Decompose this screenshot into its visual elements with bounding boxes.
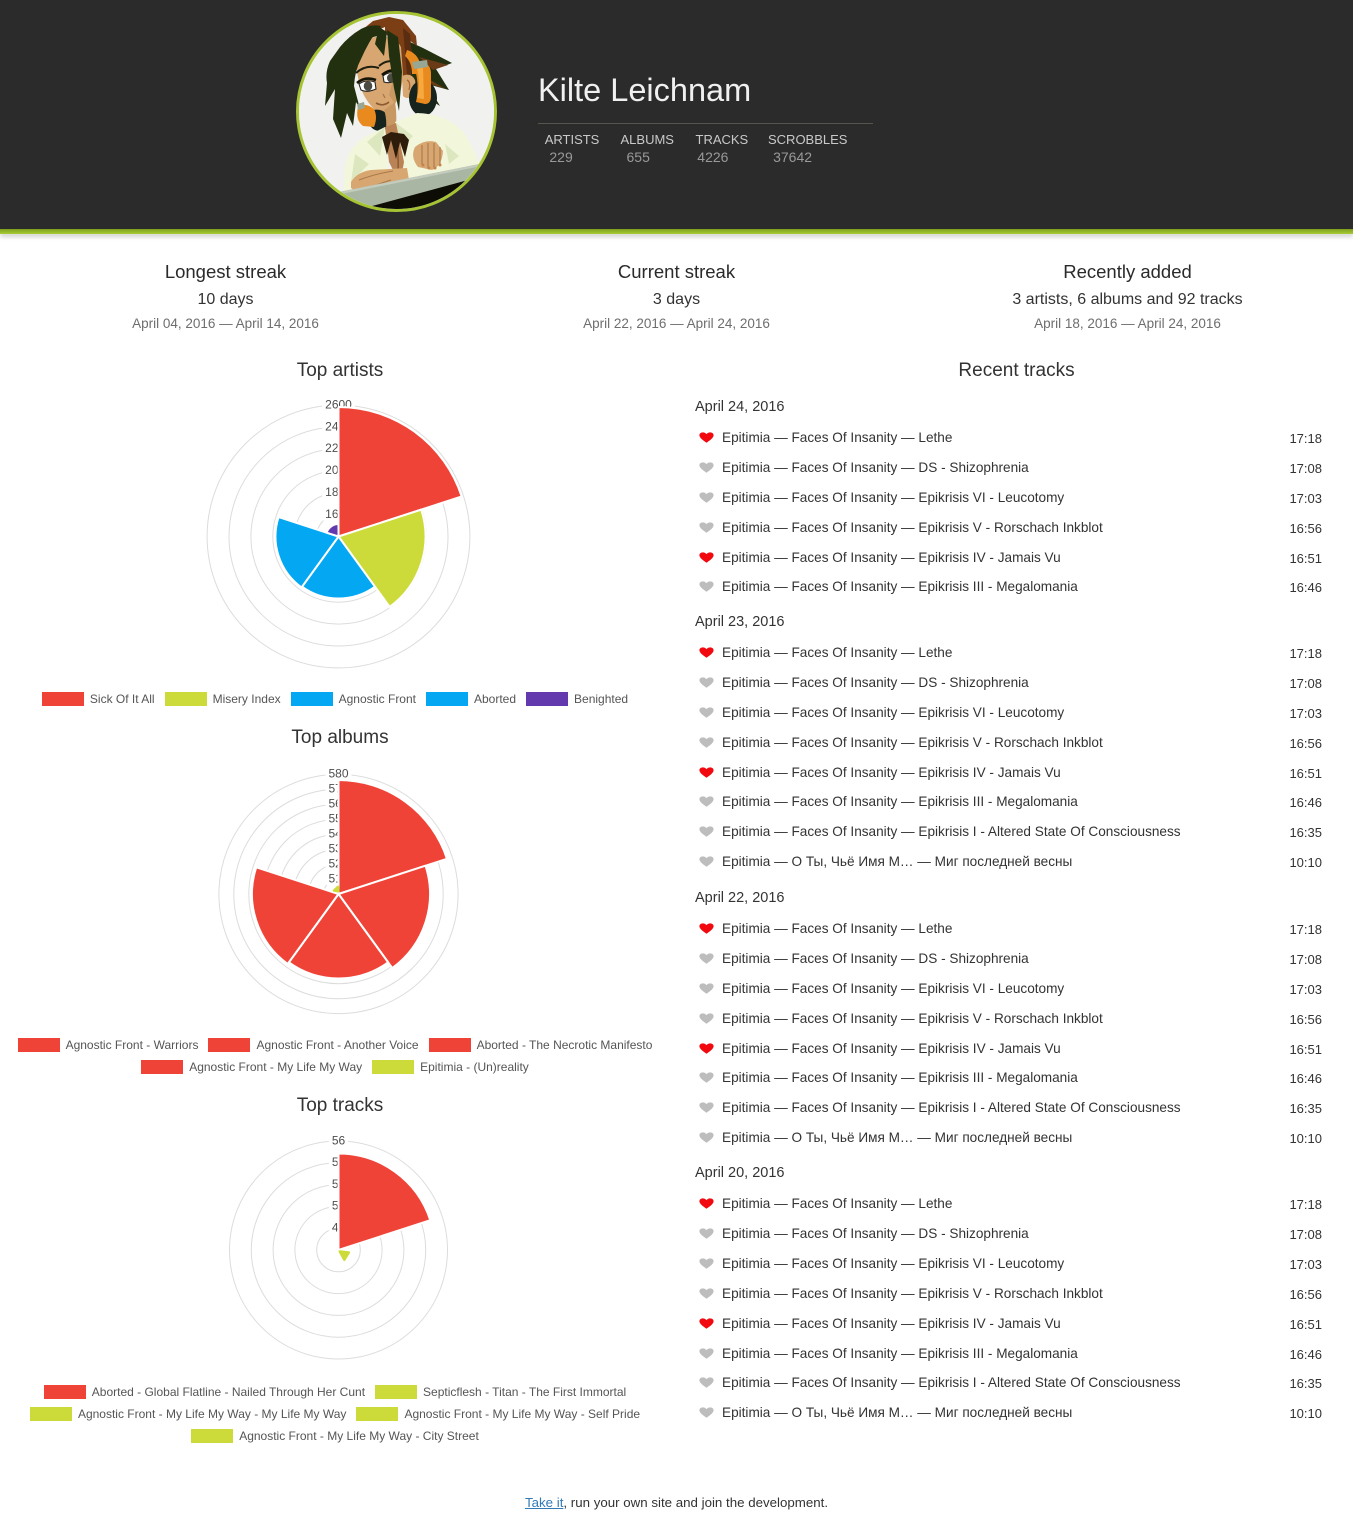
- svg-text:580: 580: [328, 767, 348, 781]
- svg-text:56: 56: [332, 1133, 346, 1147]
